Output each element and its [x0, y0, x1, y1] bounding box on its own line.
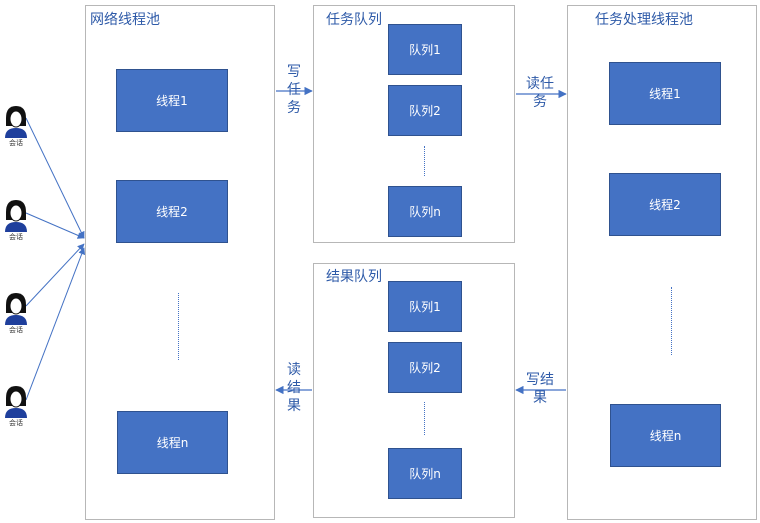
read-result-label: 读 结 果 [281, 361, 307, 415]
result-queue-item-2: 队列2 [388, 342, 462, 393]
task-thread-2: 线程2 [609, 173, 721, 236]
session-2-arrow [25, 212, 85, 239]
session-4: 会话 [2, 384, 30, 428]
session-3-arrow [25, 243, 85, 307]
person-icon [5, 200, 27, 232]
write-task-label-line2: 务 [287, 100, 301, 116]
session-4-arrow [25, 247, 86, 401]
person-icon [5, 293, 27, 325]
session-1: 会话 [2, 104, 30, 148]
person-icon [5, 106, 27, 138]
task-queue-item-n: 队列n [388, 186, 462, 237]
read-task-label: 读任 务 [522, 75, 558, 111]
result-queue-title: 结果队列 [326, 269, 382, 285]
write-result-label: 写结 果 [522, 371, 558, 407]
session-label: 会话 [9, 326, 23, 334]
read-task-label-line2: 务 [533, 94, 547, 110]
task-queue-item-1: 队列1 [388, 24, 462, 75]
write-result-label-line2: 果 [533, 390, 547, 406]
task-queue-ellipsis [424, 146, 425, 176]
write-task-label: 写任 务 [281, 63, 307, 117]
network-thread-pool-title: 网络线程池 [90, 12, 160, 28]
write-task-label-line1: 写任 [287, 64, 301, 98]
result-queue-ellipsis [424, 402, 425, 435]
read-result-label-line2: 结 [287, 380, 301, 396]
task-queue-title: 任务队列 [326, 12, 382, 28]
session-2: 会话 [2, 198, 30, 242]
session-label: 会话 [9, 419, 23, 427]
session-label: 会话 [9, 139, 23, 147]
network-thread-2: 线程2 [116, 180, 228, 243]
task-processing-pool-title: 任务处理线程池 [595, 12, 693, 28]
result-queue-item-n: 队列n [388, 448, 462, 499]
session-label: 会话 [9, 233, 23, 241]
network-thread-ellipsis [178, 293, 179, 360]
task-thread-ellipsis [671, 287, 672, 355]
task-queue-item-2: 队列2 [388, 85, 462, 136]
read-task-label-line1: 读任 [526, 76, 554, 92]
network-thread-1: 线程1 [116, 69, 228, 132]
write-result-label-line1: 写结 [526, 372, 554, 388]
result-queue-item-1: 队列1 [388, 281, 462, 332]
read-result-label-line1: 读 [287, 362, 301, 378]
network-thread-n: 线程n [117, 411, 228, 474]
session-1-arrow [25, 117, 85, 239]
session-3: 会话 [2, 291, 30, 335]
person-icon [5, 386, 27, 418]
task-thread-n: 线程n [610, 404, 721, 467]
read-result-label-line3: 果 [287, 398, 301, 414]
task-thread-1: 线程1 [609, 62, 721, 125]
